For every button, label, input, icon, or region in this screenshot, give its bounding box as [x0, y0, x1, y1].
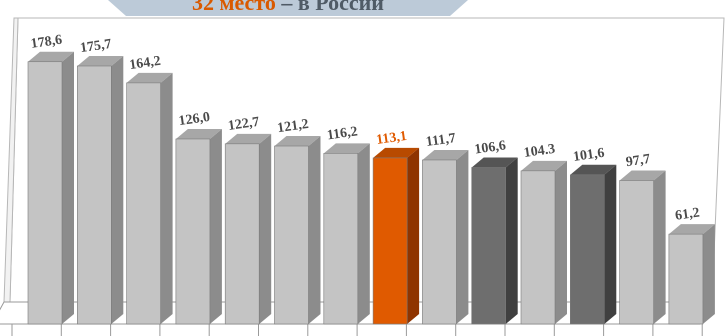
- bar: [422, 159, 457, 325]
- bar-side: [160, 72, 173, 325]
- bar-value-label: 164,2: [128, 54, 161, 73]
- bar-value-label: 61,2: [674, 206, 700, 224]
- bar: [27, 61, 63, 325]
- bar-top: [668, 224, 715, 235]
- bar: [520, 170, 556, 325]
- bar-value-label: 104.3: [523, 142, 556, 161]
- bar-top: [373, 147, 420, 158]
- title-banner: 32 место – в России: [108, 0, 468, 16]
- bar-side: [653, 170, 666, 324]
- bar-side: [62, 51, 74, 325]
- bar-top: [619, 170, 666, 181]
- bar-value-label: 116,2: [326, 124, 359, 143]
- bar-side: [111, 55, 124, 325]
- bar-top: [126, 72, 173, 83]
- bar-top: [521, 160, 567, 171]
- title-banner-shape: [108, 0, 468, 16]
- bar-top: [175, 128, 222, 139]
- bar: [224, 143, 260, 325]
- chart-title-accent: 32 место: [192, 0, 276, 15]
- bar-side: [407, 147, 420, 324]
- bar-side: [505, 157, 518, 324]
- bar-side: [456, 149, 469, 324]
- bar-side: [702, 224, 715, 324]
- bar-value-label: 101,6: [572, 146, 605, 165]
- bar-value-label: 106,6: [474, 138, 507, 157]
- bar-side: [604, 164, 617, 324]
- bar-value-label: 97,7: [625, 152, 651, 170]
- bar: [126, 82, 161, 325]
- bar-top: [323, 143, 370, 154]
- bar-value-label: 121,2: [276, 117, 309, 136]
- bar-top: [225, 133, 272, 144]
- bar-value-label: 175,7: [79, 37, 112, 56]
- bar-value-label: 122,7: [227, 115, 260, 134]
- bar-value-label: 111,7: [425, 131, 457, 150]
- bar-top: [28, 51, 74, 62]
- bar-top: [471, 157, 518, 168]
- bar-value-label: 113,1: [375, 129, 408, 148]
- bar: [323, 153, 359, 325]
- bar-top: [274, 136, 321, 147]
- bar-side: [259, 133, 272, 324]
- bar-side: [209, 128, 222, 324]
- bar: [471, 167, 507, 325]
- chart-title-rest: – в России: [275, 0, 384, 15]
- bar-side: [308, 136, 321, 324]
- bar: [175, 138, 211, 325]
- bar-value-label: 178,6: [30, 33, 63, 52]
- bar-side: [555, 160, 567, 324]
- bar-value-label: 126,0: [178, 110, 211, 129]
- bar-top: [77, 55, 124, 66]
- bar-top: [422, 149, 469, 160]
- bar: [569, 174, 605, 325]
- bar: [77, 65, 112, 325]
- chart-title: 32 место – в России: [108, 0, 468, 16]
- bar: [668, 233, 704, 325]
- bar: [372, 157, 408, 325]
- bar-side: [357, 143, 370, 324]
- bar: [274, 145, 309, 325]
- bar: [619, 180, 654, 325]
- bar-top: [570, 164, 617, 175]
